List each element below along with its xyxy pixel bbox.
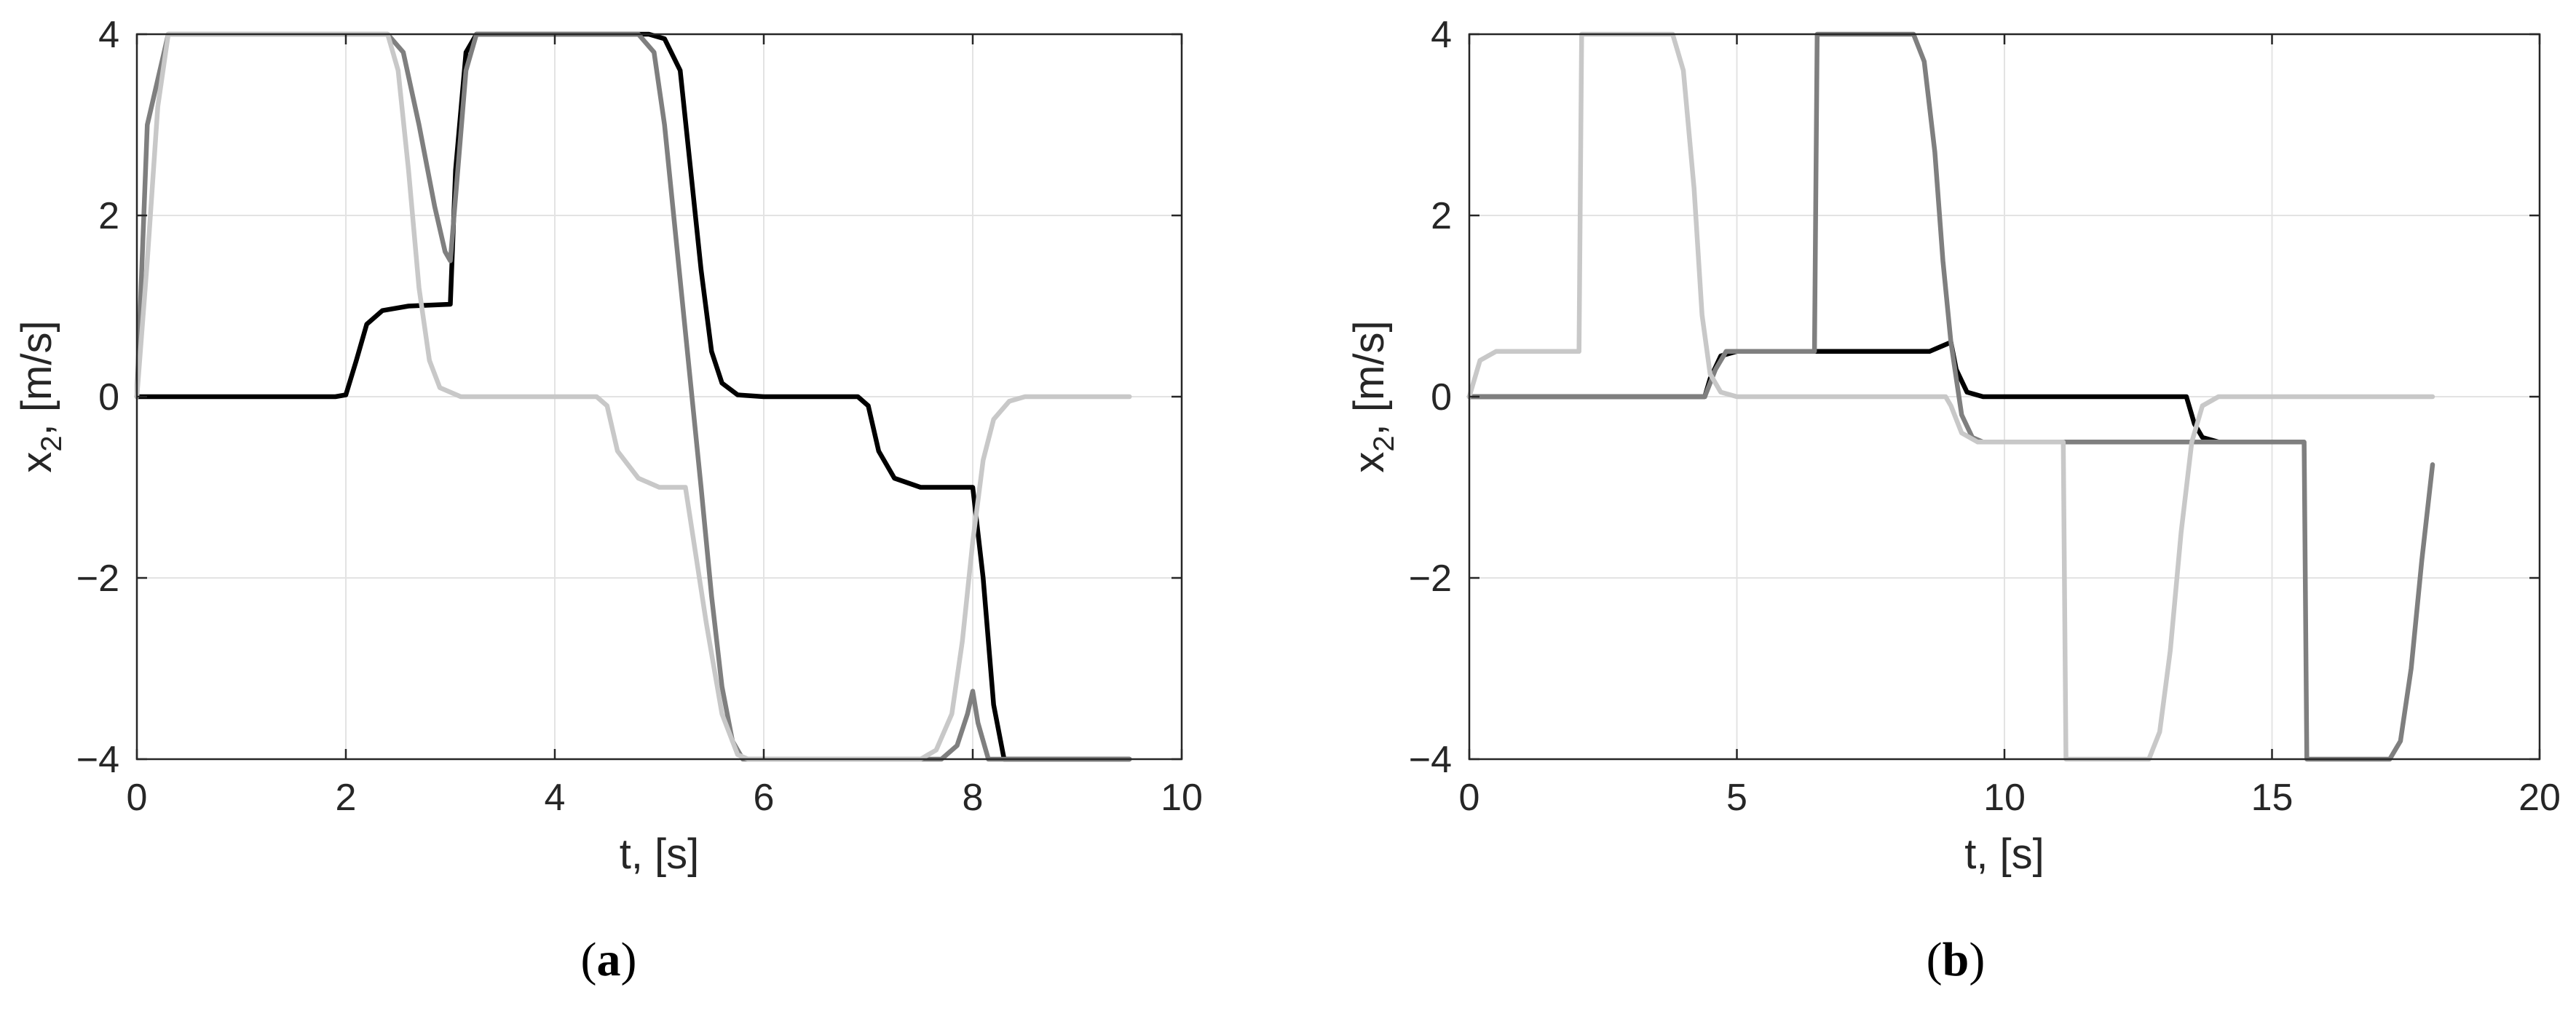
x-tick-label: 20 [2518, 777, 2561, 819]
y-tick-label: −4 [76, 739, 119, 781]
panel-a: 0 2 4 6 8 10 −4 −2 0 2 4 t, [s] x2, [m/s] (a) [13, 14, 1203, 986]
x-tick-label: 2 [336, 777, 357, 819]
y-tick-label: −2 [1409, 558, 1452, 600]
x-tick-label: 5 [1726, 777, 1747, 819]
x-tick-label: 6 [754, 777, 775, 819]
x-tick-label: 0 [127, 777, 148, 819]
y-axis-label: x2, [m/s] [1346, 320, 1400, 472]
y-tick-label: 4 [98, 14, 119, 56]
series-line-1 [134, 31, 1132, 762]
x-tick-label: 0 [1459, 777, 1480, 819]
x-tick-label: 4 [545, 777, 566, 819]
panel-caption: (a) [581, 933, 637, 986]
panel-b: 0 5 10 15 20 −4 −2 0 2 4 t, [s] x2, [m/s] (b) [1346, 14, 2561, 986]
x-axis-label: t, [s] [1964, 830, 2044, 878]
series-line-2 [134, 31, 1132, 762]
y-tick-label: −4 [1409, 739, 1452, 781]
x-tick-label: 10 [1983, 777, 2026, 819]
y-tick-label: 4 [1431, 14, 1452, 56]
y-tick-label: −2 [76, 558, 119, 600]
series-line-3 [134, 31, 1132, 762]
y-tick-label: 0 [98, 376, 119, 419]
x-axis-label: t, [s] [620, 830, 700, 878]
y-tick-label: 2 [1431, 195, 1452, 237]
x-tick-label: 8 [963, 777, 984, 819]
y-tick-label: 0 [1431, 376, 1452, 419]
y-axis-label: x2, [m/s] [13, 320, 68, 472]
x-tick-label: 15 [2251, 777, 2293, 819]
panel-caption: (b) [1927, 933, 1986, 986]
x-tick-label: 10 [1161, 777, 1203, 819]
y-tick-label: 2 [98, 195, 119, 237]
